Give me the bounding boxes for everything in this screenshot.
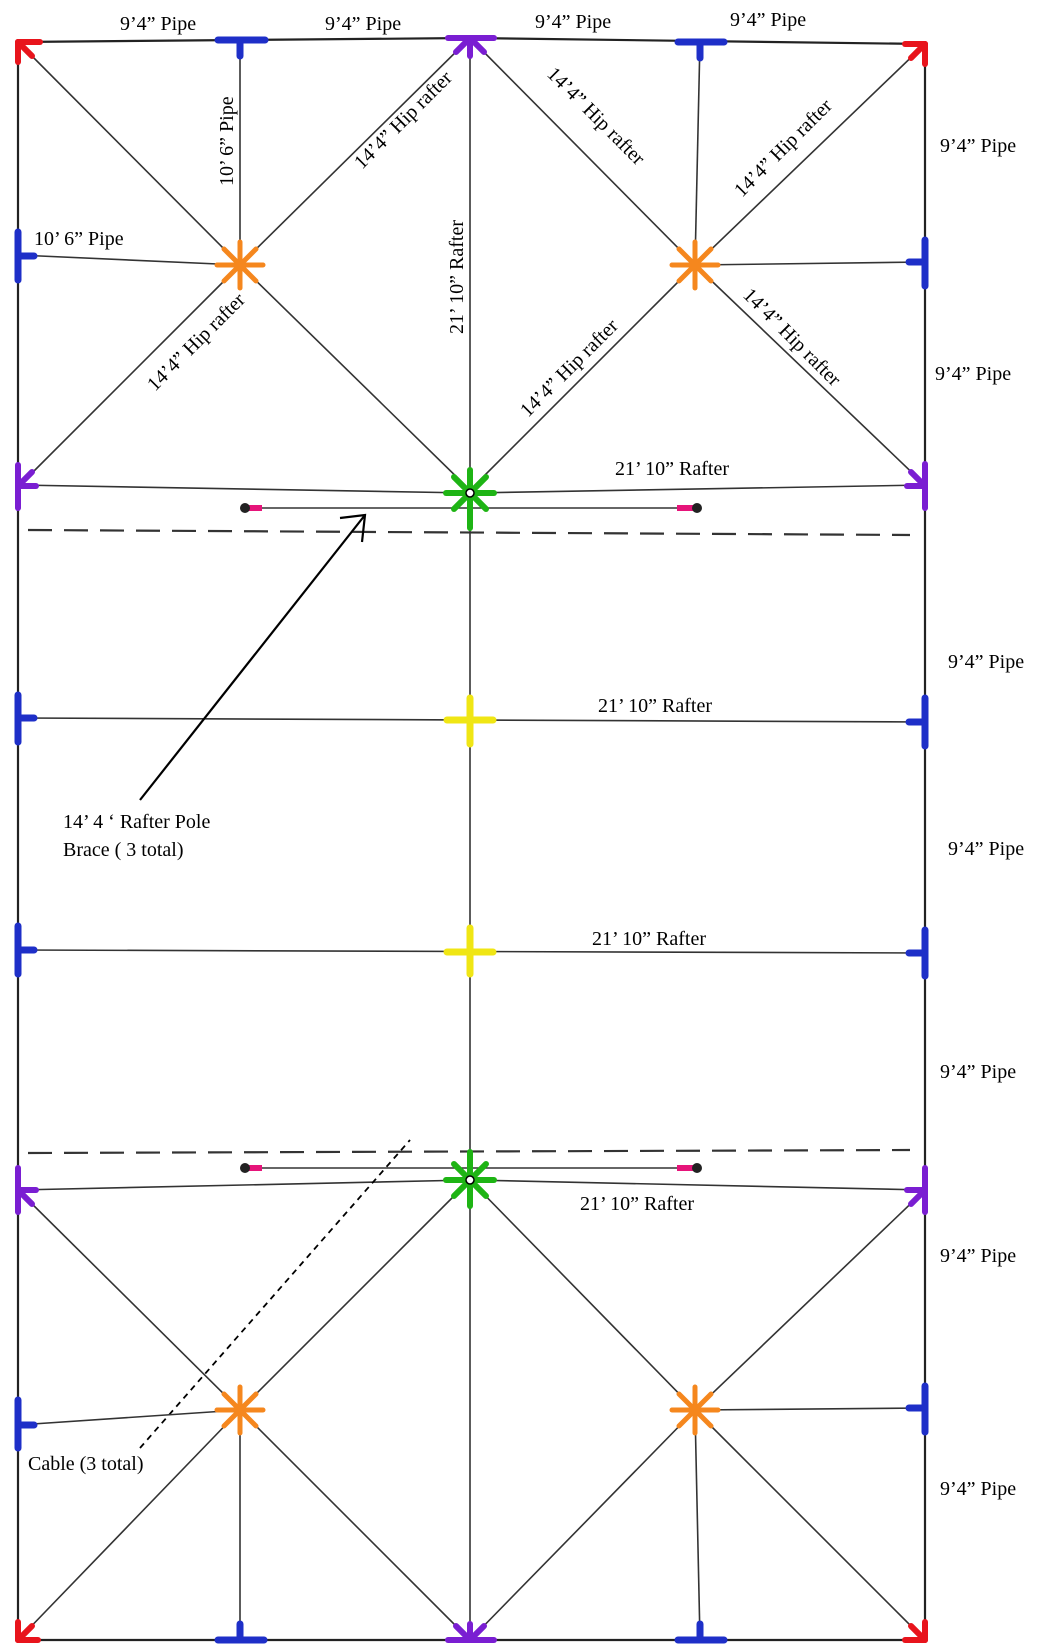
label-right-pipe-6: 9’4” Pipe — [940, 1245, 1016, 1267]
hip-side-right-bottom — [904, 1165, 928, 1215]
tee-connectors — [14, 36, 929, 1644]
hip-side-right-top — [904, 461, 928, 511]
bottom-hip-section — [17, 1179, 926, 1641]
hip-junction-bottom-left — [214, 1384, 266, 1436]
hip-junction-top-right — [669, 239, 721, 291]
label-cable: Cable (3 total) — [28, 1453, 144, 1475]
brace-callout-arrow — [139, 513, 367, 801]
brace-end-left-top — [242, 505, 262, 511]
top-hip-section — [17, 37, 926, 491]
corner-connector-top-right — [902, 41, 928, 67]
tee-right-mid2 — [905, 926, 929, 980]
label-right-pipe-3: 9’4” Pipe — [948, 651, 1024, 673]
corner-connector-top-left — [15, 39, 43, 65]
label-rafter-4: 21’ 10” Rafter — [580, 1193, 694, 1215]
brace-end-right-bottom — [677, 1165, 697, 1171]
label-rafter-1: 21’ 10” Rafter — [615, 458, 729, 480]
ridge-crosses — [443, 694, 497, 978]
hip-peak-connectors — [15, 35, 928, 1643]
label-hip-rafter-1: 14’4” Hip rafter — [350, 67, 457, 174]
rafter-pole-braces — [240, 503, 702, 1173]
corner-connectors — [15, 39, 928, 1643]
label-hip-rafter-3: 14’4” Hip rafter — [730, 95, 837, 202]
label-brace-line-1: 14’ 4 ‘ Rafter Pole — [63, 811, 210, 833]
label-hip-rafter-6: 14’4” Hip rafter — [738, 284, 845, 391]
corner-connector-bottom-left — [15, 1619, 41, 1643]
label-top-pipe-4: 9’4” Pipe — [730, 9, 806, 31]
hip-junction-top-left — [214, 239, 266, 291]
hip-junctions — [214, 239, 721, 1436]
hip-peak-top — [445, 35, 497, 59]
hip-peak-bottom — [445, 1621, 497, 1643]
label-rafter-3: 21’ 10” Rafter — [592, 928, 706, 950]
tee-top-right — [674, 38, 728, 62]
label-center-rafter: 21’ 10” Rafter — [446, 220, 468, 334]
label-right-pipe-4: 9’4” Pipe — [948, 838, 1024, 860]
label-rafter-2: 21’ 10” Rafter — [598, 695, 712, 717]
label-left-pipe: 10’ 6” Pipe — [34, 228, 124, 250]
corner-connector-bottom-right — [902, 1619, 928, 1643]
tee-left-mid1 — [14, 691, 38, 746]
label-hip-rafter-5: 14’4” Hip rafter — [516, 315, 623, 422]
tee-right-lower — [905, 1382, 929, 1436]
brace-end-right-top — [677, 505, 697, 511]
brace-end-left-bottom — [242, 1165, 262, 1171]
label-right-pipe-7: 9’4” Pipe — [940, 1478, 1016, 1500]
hip-junction-bottom-right — [669, 1384, 721, 1436]
tee-right-upper — [905, 236, 929, 290]
label-vertical-pipe: 10’ 6” Pipe — [216, 96, 238, 186]
tee-bottom-left — [214, 1620, 268, 1644]
tee-left-mid2 — [14, 922, 38, 978]
label-right-pipe-5: 9’4” Pipe — [940, 1061, 1016, 1083]
label-right-pipe-1: 9’4” Pipe — [940, 135, 1016, 157]
ridge-cross-lower — [443, 924, 497, 978]
tee-left-upper — [14, 228, 38, 284]
hip-side-left-top — [15, 462, 39, 511]
label-top-pipe-1: 9’4” Pipe — [120, 13, 196, 35]
label-top-pipe-3: 9’4” Pipe — [535, 11, 611, 33]
label-brace-line-2: Brace ( 3 total) — [63, 839, 184, 861]
label-hip-rafter-4: 14’4” Hip rafter — [143, 289, 250, 396]
label-hip-rafter-2: 14’4” Hip rafter — [542, 63, 649, 170]
ridge-hub-top — [443, 467, 497, 531]
tee-right-mid1 — [905, 694, 929, 750]
tee-top-left — [214, 36, 269, 60]
tee-left-lower — [14, 1396, 38, 1452]
center-section — [17, 484, 926, 1191]
ridge-cross-upper — [443, 694, 497, 748]
label-right-pipe-2: 9’4” Pipe — [935, 363, 1011, 385]
label-top-pipe-2: 9’4” Pipe — [325, 13, 401, 35]
cable-leader — [139, 1139, 411, 1449]
tee-bottom-right — [674, 1620, 728, 1644]
hip-side-left-bottom — [15, 1165, 39, 1215]
